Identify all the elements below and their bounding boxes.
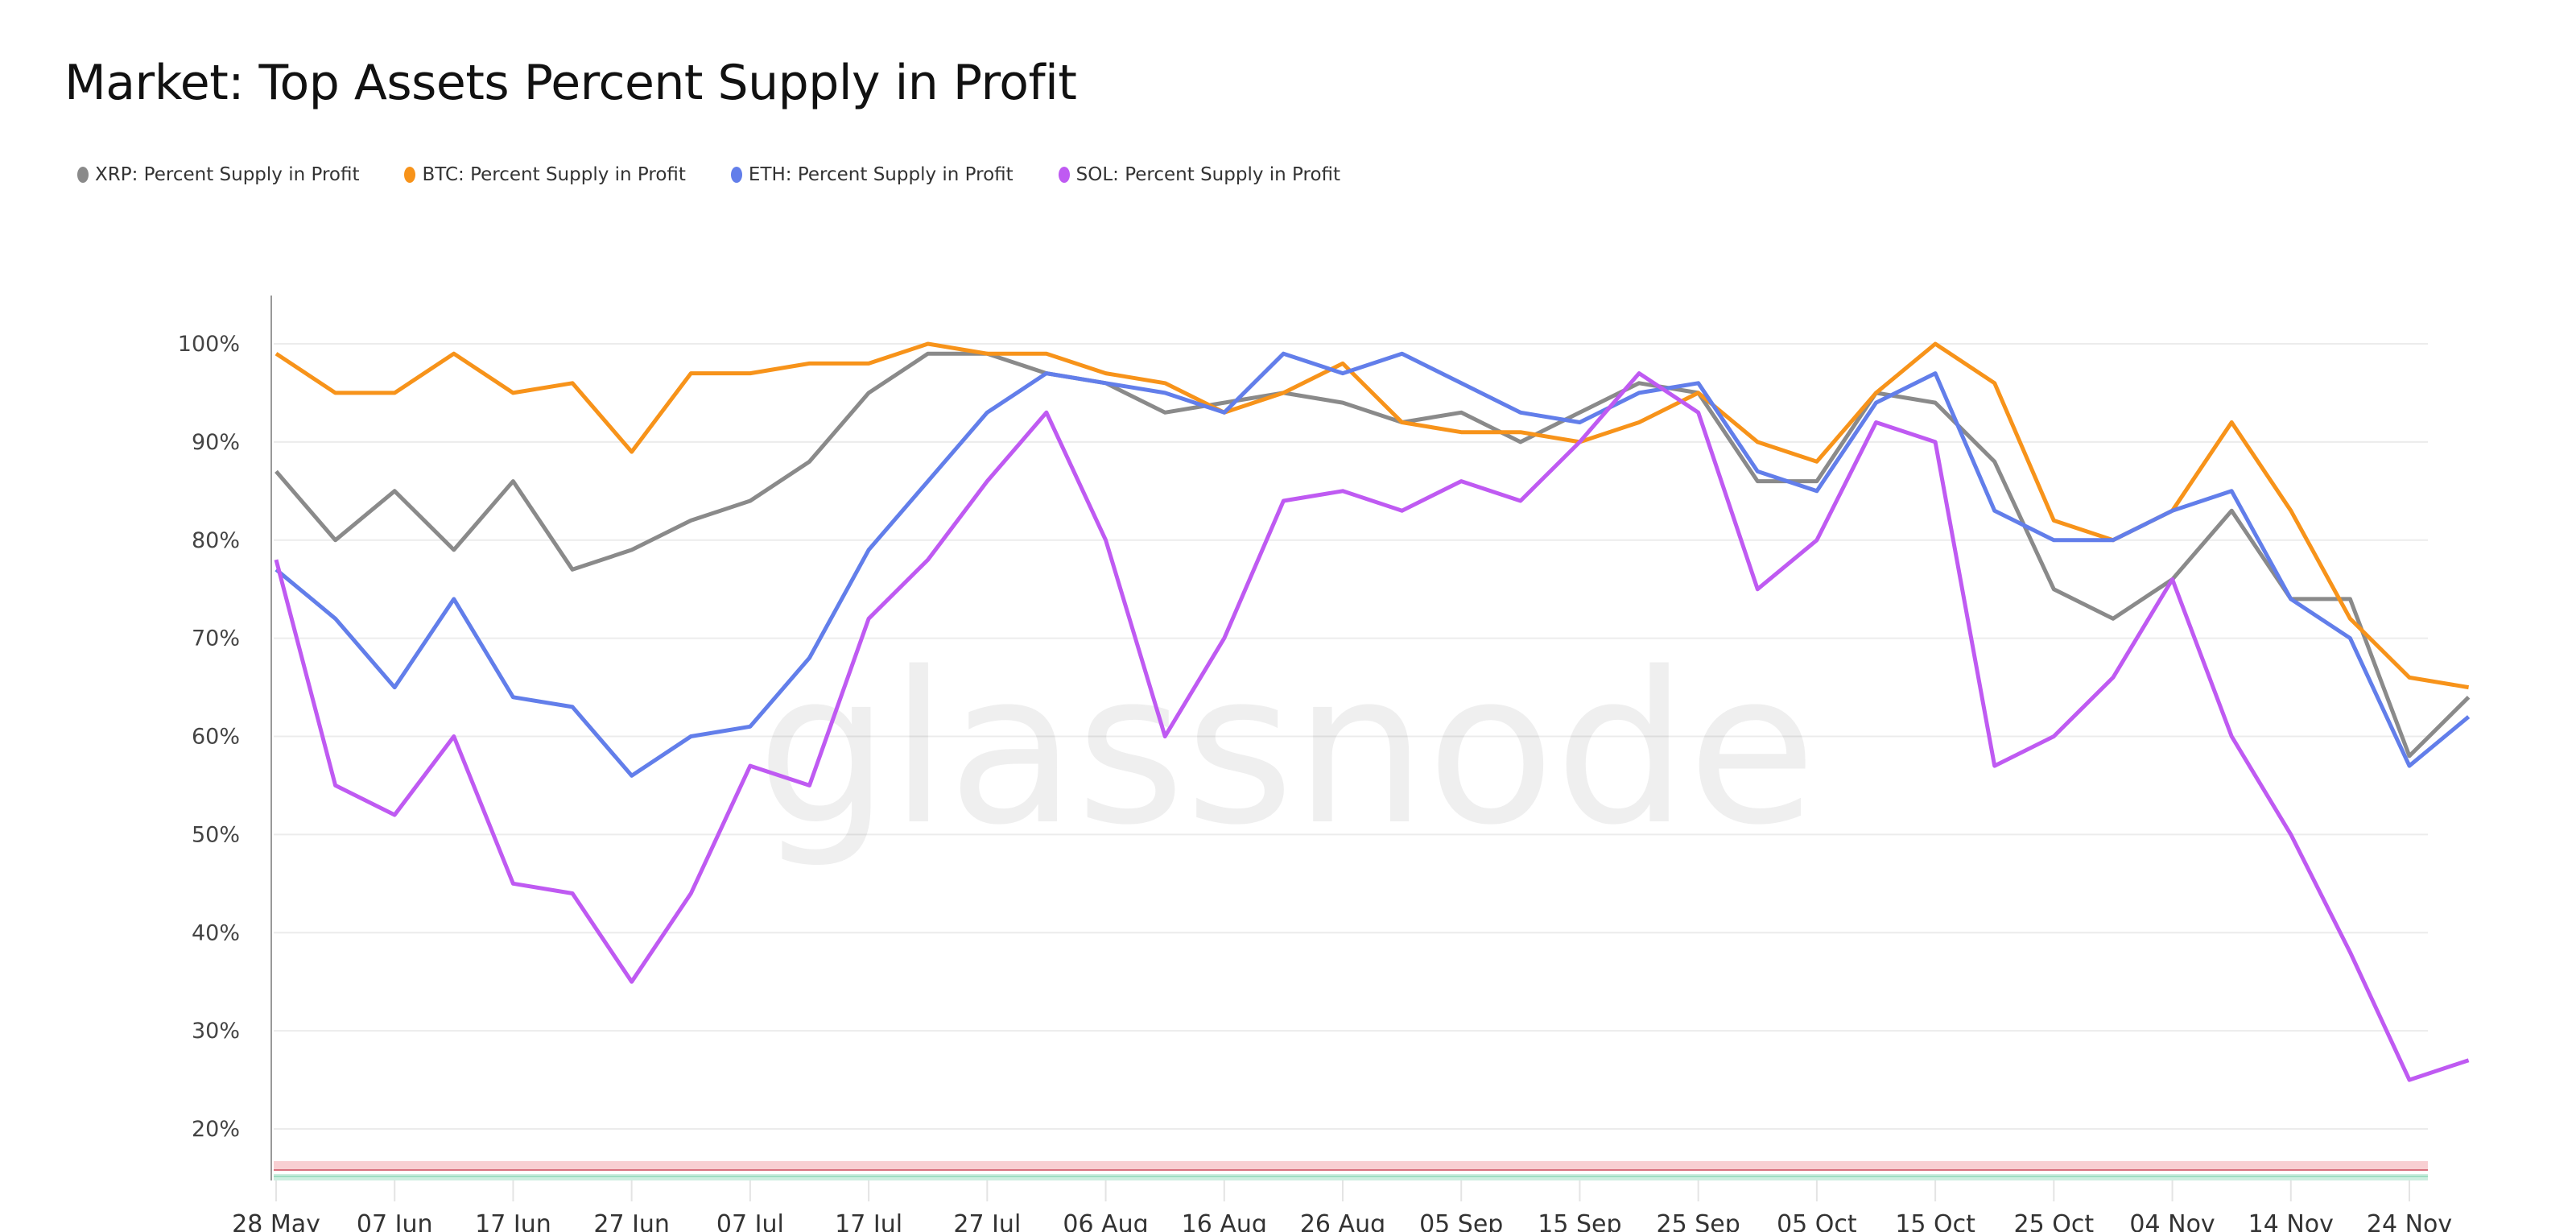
x-tick-label: 17 Jun xyxy=(475,1210,551,1232)
y-tick-label: 80% xyxy=(192,528,240,553)
y-tick-label: 60% xyxy=(192,725,240,750)
x-tick-label: 25 Sep xyxy=(1657,1210,1740,1232)
series-lines xyxy=(274,341,2471,1082)
y-tick-label: 30% xyxy=(192,1019,240,1044)
x-tick-label: 28 May xyxy=(232,1210,320,1232)
range-band-green xyxy=(274,1174,2428,1180)
y-tick-label: 90% xyxy=(192,430,240,455)
legend-item-sol[interactable]: SOL: Percent Supply in Profit xyxy=(1058,164,1341,185)
legend-label-btc: BTC: Percent Supply in Profit xyxy=(422,164,686,185)
x-tick-label: 14 Nov xyxy=(2248,1210,2334,1232)
series-line-sol[interactable] xyxy=(274,371,2470,1082)
x-tick-label: 16 Aug xyxy=(1182,1210,1267,1232)
legend-item-xrp[interactable]: XRP: Percent Supply in Profit xyxy=(77,164,359,185)
y-tick-label: 100% xyxy=(178,332,240,357)
x-ticks: 28 May 07 Jun 17 Jun 27 Jun 07 Jul 17 Jul 27 J… xyxy=(232,1180,2452,1232)
legend: XRP: Percent Supply in Profit BTC: Perce… xyxy=(77,164,1340,185)
range-band-red xyxy=(274,1161,2428,1171)
x-tick-label: 06 Aug xyxy=(1063,1210,1148,1232)
legend-dot-sol xyxy=(1058,167,1070,183)
legend-dot-btc xyxy=(404,167,416,183)
x-tick-label: 25 Oct xyxy=(2014,1210,2095,1232)
x-tick-label: 05 Oct xyxy=(1777,1210,1857,1232)
legend-label-eth: ETH: Percent Supply in Profit xyxy=(748,164,1013,185)
y-ticks: 100% 90% 80% 70% 60% 50% 40% 30% 20% xyxy=(178,332,240,1142)
x-tick-label: 27 Jun xyxy=(593,1210,670,1232)
watermark: glassnode xyxy=(757,628,1816,871)
x-tick-label: 15 Oct xyxy=(1895,1210,1975,1232)
x-tick-label: 07 Jun xyxy=(357,1210,433,1232)
x-tick-label: 24 Nov xyxy=(2367,1210,2452,1232)
legend-label-xrp: XRP: Percent Supply in Profit xyxy=(95,164,360,185)
legend-label-sol: SOL: Percent Supply in Profit xyxy=(1075,164,1341,185)
y-tick-label: 40% xyxy=(192,920,240,945)
y-tick-label: 70% xyxy=(192,626,240,651)
chart-title: Market: Top Assets Percent Supply in Pro… xyxy=(64,55,1077,111)
x-tick-label: 07 Jul xyxy=(716,1210,784,1232)
x-tick-label: 15 Sep xyxy=(1538,1210,1621,1232)
x-tick-label: 26 Aug xyxy=(1300,1210,1385,1232)
x-tick-label: 05 Sep xyxy=(1419,1210,1503,1232)
legend-item-eth[interactable]: ETH: Percent Supply in Profit xyxy=(730,164,1013,185)
legend-item-btc[interactable]: BTC: Percent Supply in Profit xyxy=(404,164,686,185)
legend-dot-xrp xyxy=(77,167,89,183)
legend-dot-eth xyxy=(730,167,742,183)
y-tick-label: 20% xyxy=(192,1117,240,1142)
y-tick-label: 50% xyxy=(192,822,240,847)
x-tick-label: 27 Jul xyxy=(953,1210,1021,1232)
x-tick-label: 17 Jul xyxy=(835,1210,902,1232)
x-tick-label: 04 Nov xyxy=(2129,1210,2215,1232)
series-line-xrp[interactable] xyxy=(275,351,2471,759)
series-line-eth[interactable] xyxy=(275,351,2471,778)
series-line-btc[interactable] xyxy=(275,341,2470,690)
